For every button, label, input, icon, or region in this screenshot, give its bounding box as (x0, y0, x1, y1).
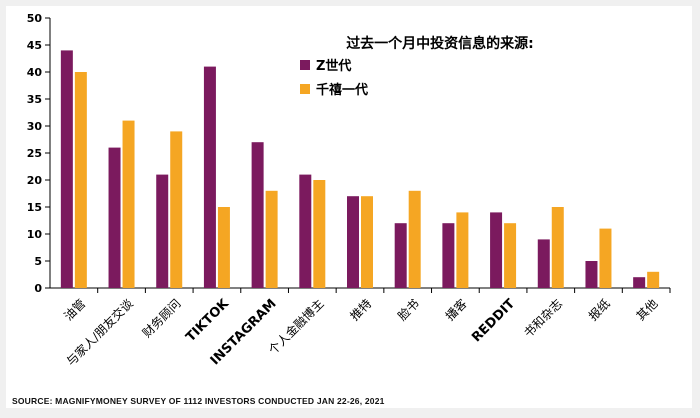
y-tick-label: 25 (27, 147, 42, 160)
x-axis-labels: 油管与家人/朋友交谈 财务顾问 TIKTOKINSTAGRAM个人金融博主 推特 脸书播… (61, 296, 661, 369)
y-tick-label: 30 (27, 120, 43, 133)
y-tick-label: 10 (27, 228, 43, 241)
y-tick-label: 40 (27, 66, 43, 79)
bar-gen-z (251, 142, 264, 288)
bars (60, 50, 660, 289)
bar-millennials (74, 72, 87, 288)
x-tick-label: REDDIT (469, 296, 518, 345)
y-tick-label: 50 (27, 12, 43, 25)
x-tick-label: 书和杂志 (521, 296, 565, 340)
bar-millennials (504, 223, 517, 288)
bar-gen-z (156, 174, 169, 288)
bar-gen-z (203, 66, 216, 288)
bar-gen-z (585, 261, 598, 288)
x-tick-label: 推特 (347, 296, 375, 324)
bar-millennials (456, 212, 469, 288)
y-tick-label: 15 (27, 201, 42, 214)
x-tick-label: TIKTOK (183, 296, 232, 345)
bar-gen-z (60, 50, 73, 289)
bar-gen-z (442, 223, 455, 288)
source-note: SOURCE: MAGNIFYMONEY SURVEY OF 1112 INVE… (12, 396, 385, 406)
bar-millennials (408, 190, 421, 288)
y-tick-label: 45 (27, 39, 42, 52)
x-tick-label: 播客 (442, 296, 470, 324)
x-tick-label: 脸书 (395, 296, 422, 323)
chart-title: 过去一个月中投资信息的来源: (346, 35, 534, 52)
bar-millennials (599, 228, 612, 288)
bar-millennials (217, 207, 230, 288)
x-tick-label: 其他 (634, 296, 661, 323)
bar-gen-z (108, 147, 121, 288)
axes: 0 5 10 15 20 25 30 35 40 45 50 (27, 12, 671, 295)
legend: Z世代 千禧一代 (300, 58, 368, 98)
bar-gen-z (633, 277, 646, 288)
y-tick-label: 20 (27, 174, 43, 187)
bar-millennials (265, 190, 278, 288)
legend-swatch-gen-z (300, 60, 310, 70)
y-tick-label: 0 (34, 282, 42, 295)
bar-millennials (647, 271, 660, 288)
x-tick-label: 财务顾问 (139, 296, 184, 341)
bar-millennials (170, 131, 183, 288)
bar-millennials (313, 180, 326, 288)
y-tick-label: 5 (34, 255, 42, 268)
bar-millennials (122, 120, 135, 288)
x-tick-label: 报纸 (585, 296, 613, 324)
legend-swatch-millennials (300, 84, 310, 94)
bar-gen-z (394, 223, 407, 288)
bar-gen-z (299, 174, 312, 288)
bar-gen-z (537, 239, 550, 288)
legend-label-gen-z: Z世代 (316, 58, 351, 74)
bar-millennials (551, 207, 564, 288)
bar-gen-z (347, 196, 359, 288)
legend-label-millennials: 千禧一代 (316, 82, 368, 98)
bar-gen-z (490, 212, 503, 288)
x-tick-label: 油管 (61, 296, 89, 324)
y-tick-label: 35 (27, 93, 42, 106)
bar-millennials (361, 196, 373, 288)
